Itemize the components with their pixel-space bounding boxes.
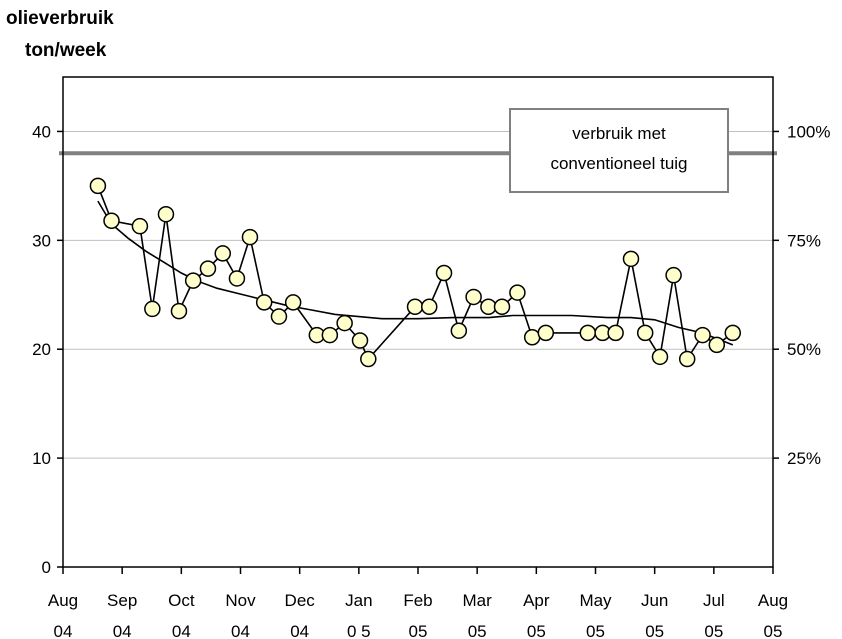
left-tick-label-0: 0 [42, 558, 51, 577]
data-point-9 [228, 270, 246, 287]
data-point-25 [493, 298, 511, 316]
data-point-32 [622, 250, 640, 268]
data-point-1 [103, 212, 120, 229]
x-tick-month-2: Oct [168, 591, 195, 610]
data-point-17 [351, 332, 369, 349]
x-tick-year-3: 04 [231, 622, 250, 639]
data-point-4 [157, 205, 175, 223]
data-point-26 [509, 284, 526, 301]
left-tick-label-10: 10 [32, 449, 51, 468]
x-tick-month-6: Feb [403, 591, 432, 610]
x-tick-month-9: May [579, 591, 612, 610]
data-point-29 [579, 324, 597, 342]
data-point-22 [450, 322, 468, 339]
x-tick-month-11: Jul [703, 591, 725, 610]
data-point-33 [636, 324, 654, 342]
data-point-23 [465, 288, 482, 306]
x-tick-month-10: Jun [641, 591, 668, 610]
data-point-12 [270, 308, 288, 325]
data-point-35 [665, 266, 682, 284]
x-tick-year-9: 05 [586, 622, 605, 639]
data-point-27 [523, 328, 541, 346]
x-tick-year-0: 04 [54, 622, 73, 639]
x-tick-month-0: Aug [48, 591, 78, 610]
data-point-34 [651, 348, 669, 366]
data-point-19 [406, 298, 424, 316]
data-point-0 [89, 177, 107, 195]
right-tick-label-75%: 75% [787, 231, 821, 250]
left-axis-ticks: 0 10 20 30 40 [32, 122, 63, 577]
left-tick-label-20: 20 [32, 340, 51, 359]
data-point-11 [255, 294, 273, 311]
x-tick-year-5: 0 5 [347, 622, 371, 639]
data-point-15 [321, 326, 339, 344]
x-tick-month-5: Jan [345, 591, 372, 610]
y-axis-label-line-1: olieverbruik [6, 8, 114, 29]
data-point-24 [480, 298, 497, 316]
left-tick-label-40: 40 [32, 122, 51, 141]
data-point-38 [708, 336, 726, 354]
x-tick-month-12: Aug [758, 591, 788, 610]
data-point-13 [284, 294, 302, 311]
data-point-31 [607, 324, 624, 342]
x-tick-month-7: Mar [463, 591, 493, 610]
x-axis-ticks: Aug 04 Sep 04 Oct 04 Nov 04 Dec 04 Jan 0 5 Feb 05 Mar 0… [48, 567, 788, 639]
data-point-20 [420, 298, 438, 316]
x-tick-year-2: 04 [172, 622, 191, 639]
data-point-39 [724, 324, 742, 342]
x-tick-year-4: 04 [290, 622, 309, 639]
data-point-8 [214, 245, 231, 262]
right-axis-ticks: 25% 50% 75% 100% [773, 122, 830, 468]
x-tick-year-8: 05 [527, 622, 546, 639]
x-tick-year-1: 04 [113, 622, 132, 639]
reference-label-box: verbruik met conventioneel tuig [509, 108, 729, 193]
x-tick-month-4: Dec [285, 591, 316, 610]
x-tick-year-10: 05 [645, 622, 664, 639]
reference-box-line-2: conventioneel tuig [550, 154, 687, 173]
data-point-6 [184, 272, 202, 289]
x-tick-year-6: 05 [409, 622, 428, 639]
data-point-16 [336, 314, 353, 332]
data-point-3 [144, 300, 161, 318]
data-point-10 [241, 228, 259, 246]
reference-box-frame [509, 108, 729, 193]
x-tick-year-12: 05 [764, 622, 783, 639]
x-tick-month-1: Sep [107, 591, 137, 610]
right-tick-label-25%: 25% [787, 449, 821, 468]
data-point-36 [678, 350, 696, 368]
data-point-21 [435, 264, 453, 282]
right-tick-label-50%: 50% [787, 340, 821, 359]
data-point-37 [694, 326, 711, 344]
left-tick-label-30: 30 [32, 231, 51, 250]
x-tick-year-7: 05 [468, 622, 487, 639]
data-markers [89, 177, 742, 368]
data-point-7 [199, 260, 217, 277]
x-tick-year-11: 05 [704, 622, 723, 639]
data-point-5 [170, 302, 188, 320]
x-tick-month-3: Nov [225, 591, 256, 610]
data-point-18 [360, 350, 377, 368]
x-tick-month-8: Apr [523, 591, 550, 610]
data-point-28 [537, 324, 555, 342]
data-point-2 [131, 217, 149, 235]
reference-box-line-1: verbruik met [572, 124, 666, 143]
y-axis-label-line-2: ton/week [25, 40, 107, 61]
right-tick-label-100%: 100% [787, 122, 830, 141]
